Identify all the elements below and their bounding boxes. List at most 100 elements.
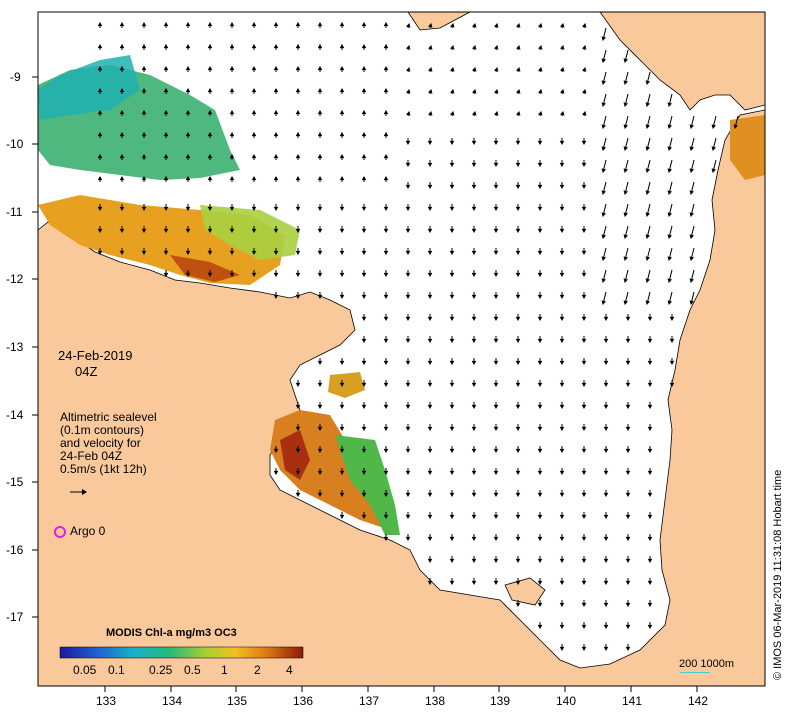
velocity-arrow-head bbox=[623, 124, 628, 130]
velocity-arrow-head bbox=[273, 175, 279, 181]
velocity-arrow-head bbox=[163, 65, 169, 71]
velocity-arrow-head bbox=[537, 162, 543, 168]
velocity-arrow-head bbox=[581, 228, 587, 234]
velocity-arrow-head bbox=[515, 558, 521, 564]
velocity-arrow-head bbox=[163, 131, 169, 137]
velocity-arrow-head bbox=[295, 470, 301, 476]
velocity-arrow-head bbox=[515, 228, 521, 234]
velocity-arrow-head bbox=[515, 316, 521, 322]
velocity-arrow-head bbox=[339, 360, 345, 366]
velocity-arrow-head bbox=[493, 206, 499, 212]
velocity-arrow-head bbox=[537, 316, 543, 322]
velocity-arrow-head bbox=[603, 514, 609, 520]
velocity-arrow-head bbox=[97, 206, 103, 212]
lat-label: -14 bbox=[6, 408, 24, 422]
velocity-arrow-head bbox=[251, 131, 257, 137]
velocity-arrow-head bbox=[516, 110, 521, 116]
velocity-arrow-head bbox=[623, 234, 628, 240]
depth-scale-line bbox=[680, 672, 710, 673]
velocity-arrow-head bbox=[625, 382, 631, 388]
velocity-arrow-head bbox=[383, 206, 389, 212]
velocity-arrow-head bbox=[472, 110, 477, 116]
velocity-arrow-head bbox=[185, 206, 191, 212]
velocity-arrow-head bbox=[515, 140, 521, 146]
velocity-arrow-head bbox=[273, 65, 279, 71]
velocity-arrow-head bbox=[97, 87, 103, 93]
velocity-arrow-head bbox=[361, 65, 367, 71]
velocity-arrow-head bbox=[516, 66, 521, 72]
info-line: 0.5m/s (1kt 12h) bbox=[60, 462, 147, 476]
lon-label: 138 bbox=[425, 694, 446, 708]
velocity-arrow-head bbox=[559, 426, 565, 432]
velocity-arrow-head bbox=[383, 536, 389, 542]
velocity-arrow-head bbox=[361, 228, 367, 234]
velocity-arrow-head bbox=[207, 87, 213, 93]
velocity-arrow-head bbox=[251, 43, 257, 49]
velocity-arrow-head bbox=[494, 22, 499, 28]
velocity-arrow-head bbox=[537, 250, 543, 256]
velocity-arrow-head bbox=[207, 272, 213, 278]
velocity-arrow-head bbox=[625, 624, 631, 630]
velocity-arrow-head bbox=[559, 316, 565, 322]
reference-arrow-head bbox=[82, 489, 87, 495]
velocity-arrow-head bbox=[317, 206, 323, 212]
velocity-arrow-head bbox=[405, 360, 411, 366]
velocity-arrow-head bbox=[317, 153, 323, 159]
velocity-arrow-head bbox=[603, 338, 609, 344]
velocity-arrow-head bbox=[515, 338, 521, 344]
velocity-arrow-head bbox=[493, 316, 499, 322]
velocity-arrow-head bbox=[428, 110, 433, 116]
velocity-arrow-head bbox=[601, 212, 606, 218]
velocity-arrow-head bbox=[515, 536, 521, 542]
velocity-arrow-head bbox=[361, 316, 367, 322]
velocity-arrow-head bbox=[711, 146, 716, 152]
velocity-arrow-head bbox=[295, 87, 301, 93]
velocity-arrow-head bbox=[450, 110, 455, 116]
velocity-arrow-head bbox=[229, 65, 235, 71]
velocity-arrow-head bbox=[427, 272, 433, 278]
velocity-arrow-head bbox=[582, 44, 587, 50]
velocity-arrow-head bbox=[582, 66, 587, 72]
land-new-guinea bbox=[407, 12, 471, 31]
velocity-arrow-head bbox=[537, 448, 543, 454]
velocity-arrow-head bbox=[383, 131, 389, 137]
velocity-arrow-head bbox=[471, 140, 477, 146]
lon-label: 134 bbox=[162, 694, 183, 708]
info-block: Altimetric sealevel (0.1m contours) and … bbox=[60, 411, 157, 476]
velocity-arrow-head bbox=[494, 66, 499, 72]
velocity-arrow-head bbox=[273, 228, 279, 234]
velocity-arrow-head bbox=[667, 256, 672, 262]
velocity-arrow-head bbox=[295, 21, 301, 27]
velocity-arrow-head bbox=[493, 250, 499, 256]
velocity-arrow-head bbox=[493, 448, 499, 454]
velocity-arrow-head bbox=[449, 228, 455, 234]
velocity-arrow-head bbox=[667, 234, 672, 240]
land-island bbox=[504, 577, 546, 606]
velocity-arrow-head bbox=[472, 44, 477, 50]
velocity-arrow-head bbox=[207, 21, 213, 27]
velocity-arrow-head bbox=[645, 300, 650, 306]
velocity-arrow-head bbox=[361, 492, 367, 498]
velocity-arrow-head bbox=[471, 558, 477, 564]
velocity-arrow-head bbox=[559, 646, 565, 652]
velocity-arrow-head bbox=[427, 360, 433, 366]
velocity-arrow-head bbox=[141, 250, 147, 256]
velocity-arrow-head bbox=[515, 294, 521, 300]
velocity-arrow-head bbox=[273, 448, 279, 454]
velocity-arrow-head bbox=[559, 492, 565, 498]
velocity-arrow-head bbox=[119, 21, 125, 27]
velocity-arrow-head bbox=[582, 88, 587, 94]
velocity-arrow-head bbox=[581, 602, 587, 608]
velocity-arrow-head bbox=[625, 536, 631, 542]
velocity-arrow-head bbox=[427, 426, 433, 432]
velocity-arrow-head bbox=[647, 470, 653, 476]
velocity-arrow-head bbox=[559, 338, 565, 344]
velocity-arrow-head bbox=[537, 492, 543, 498]
velocity-arrow-head bbox=[515, 492, 521, 498]
velocity-arrow-head bbox=[185, 175, 191, 181]
velocity-arrow-head bbox=[251, 228, 257, 234]
velocity-arrow-head bbox=[601, 80, 606, 86]
velocity-arrow-head bbox=[711, 124, 716, 130]
velocity-arrow-head bbox=[559, 558, 565, 564]
velocity-arrow-head bbox=[427, 470, 433, 476]
